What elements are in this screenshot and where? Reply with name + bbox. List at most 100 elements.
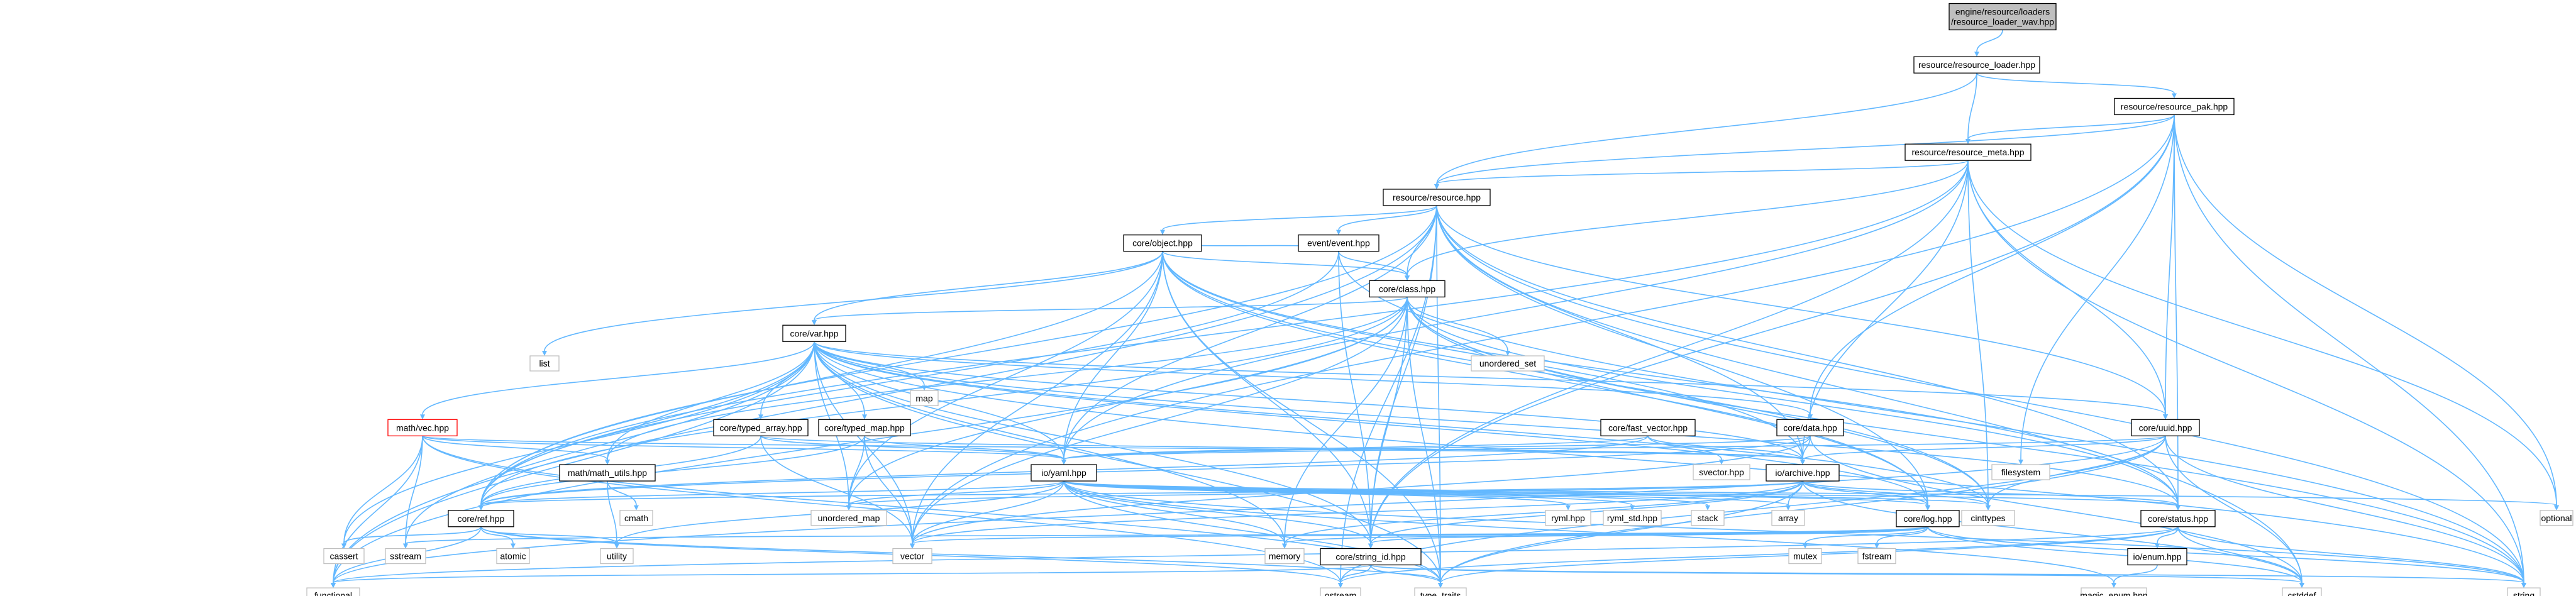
edge-resource-to-object (1162, 205, 1437, 231)
node-object[interactable]: core/object.hpp (1123, 235, 1202, 252)
node-cinttypes: cinttypes (1961, 510, 2015, 526)
edge-typed-map-to-unordered-map (848, 436, 865, 505)
node-yaml[interactable]: io/yaml.hpp (1031, 464, 1097, 482)
edge-arrowhead (614, 543, 619, 549)
node-box (600, 548, 634, 565)
edge-var-to-memory (814, 341, 1285, 544)
node-cassert: cassert (323, 548, 365, 565)
node-event[interactable]: event/event.hpp (1298, 235, 1379, 252)
edge-arrowhead (1800, 460, 1805, 465)
node-vec[interactable]: math/vec.hpp (387, 419, 458, 436)
edge-arrowhead (403, 543, 408, 549)
node-typed-array[interactable]: core/typed_array.hpp (713, 419, 809, 436)
node-box (2131, 419, 2200, 436)
edge-status-to-cstddef (2177, 526, 2302, 583)
node-box (892, 548, 932, 565)
edge-yaml-to-ref (480, 480, 1064, 506)
node-resource-pak[interactable]: resource/resource_pak.hpp (2114, 97, 2235, 116)
node-sstream: sstream (385, 548, 426, 565)
edge-arrowhead (1925, 505, 1930, 510)
edge-class-to-string-id (1370, 297, 1408, 544)
node-label: io/enum.hpp (2133, 552, 2181, 562)
node-resource[interactable]: resource/resource.hpp (1383, 189, 1491, 206)
node-box (387, 419, 458, 436)
node-typed-map[interactable]: core/typed_map.hpp (818, 419, 911, 436)
node-box (385, 548, 426, 565)
edge-yaml-to-string-id (1063, 480, 1371, 544)
node-root[interactable]: engine/resource/loaders/resource_loader_… (1949, 3, 2057, 31)
node-box (1766, 464, 1840, 482)
node-label: cinttypes (1971, 513, 2005, 523)
node-string-id[interactable]: core/string_id.hpp (1320, 548, 1422, 566)
edge-archive-to-vector (912, 480, 1803, 544)
node-label: core/typed_map.hpp (824, 422, 905, 433)
node-box (1471, 355, 1545, 372)
edge-arrowhead (846, 505, 851, 510)
node-label: resource/resource_meta.hpp (1912, 147, 2025, 157)
edge-object-to-type-traits (1162, 251, 1441, 583)
node-var[interactable]: core/var.hpp (782, 324, 846, 342)
edge-typed-array-to-archive (760, 435, 1803, 460)
node-box (1298, 235, 1379, 252)
edge-object-to-class (1162, 250, 1408, 277)
node-utility: utility (600, 548, 634, 565)
edge-data-to-cstddef (1810, 436, 2302, 583)
node-box (818, 419, 911, 436)
edge-var-to-cinttypes (814, 341, 1989, 505)
edge-yaml-to-magic-enum (1063, 480, 2114, 583)
node-filesystem: filesystem (1991, 464, 2050, 480)
edge-arrowhead (1434, 184, 1439, 189)
node-box (619, 510, 653, 526)
node-cmath: cmath (619, 510, 653, 526)
edge-archive-to-ref (480, 480, 1803, 506)
edge-arrowhead (2111, 583, 2116, 588)
node-label: array (1778, 513, 1798, 523)
node-label: ryml.hpp (1551, 513, 1585, 523)
node-label: stack (1698, 513, 1719, 523)
edge-math-utils-to-cmath (607, 480, 637, 505)
node-resource-loader[interactable]: resource/resource_loader.hpp (1913, 56, 2040, 74)
node-fast-vector[interactable]: core/fast_vector.hpp (1600, 419, 1696, 436)
node-resource-meta[interactable]: resource/resource_meta.hpp (1904, 143, 2032, 161)
node-memory: memory (1264, 548, 1305, 565)
node-optional: optional (2540, 510, 2573, 526)
node-magic-enum: magic_enum.hpp (2080, 587, 2148, 596)
edge-arrowhead (1974, 52, 1979, 57)
node-label: /resource_loader_wav.hpp (1951, 17, 2054, 27)
edge-typed-array-to-yaml (760, 435, 1064, 460)
node-status[interactable]: core/status.hpp (2140, 510, 2216, 527)
node-uuid[interactable]: core/uuid.hpp (2131, 419, 2200, 436)
node-label: utility (607, 551, 627, 561)
edge-arrowhead (511, 543, 516, 549)
node-log[interactable]: core/log.hpp (1896, 510, 1960, 527)
node-label: filesystem (2001, 467, 2040, 477)
edge-arrowhead (2155, 543, 2160, 549)
node-class[interactable]: core/class.hpp (1369, 280, 1446, 298)
node-ref[interactable]: core/ref.hpp (448, 510, 514, 527)
edge-log-to-memory (1284, 526, 1928, 544)
edge-arrowhead (1282, 543, 1287, 549)
node-data[interactable]: core/data.hpp (1776, 419, 1844, 436)
node-svector: svector.hpp (1693, 464, 1750, 480)
node-label: io/yaml.hpp (1041, 468, 1086, 478)
edge-var-to-log (814, 341, 1928, 505)
edge-vec-to-cassert (343, 436, 423, 544)
node-label: atomic (500, 551, 526, 561)
edge-vec-to-yaml (422, 435, 1064, 460)
node-box (323, 548, 365, 565)
node-archive[interactable]: io/archive.hpp (1766, 464, 1840, 482)
edge-class-to-ref (480, 297, 1408, 505)
node-label: magic_enum.hpp (2080, 590, 2148, 596)
node-enum[interactable]: io/enum.hpp (2127, 548, 2187, 566)
edge-arrowhead (1986, 505, 1991, 510)
edge-data-to-ref (480, 435, 1811, 506)
node-box (1383, 189, 1491, 206)
node-math-utils[interactable]: math/math_utils.hpp (559, 464, 656, 482)
edge-var-to-functional (333, 341, 815, 583)
node-box (306, 587, 360, 596)
edge-resource-meta-to-resource (1436, 160, 1969, 185)
node-label: core/string_id.hpp (1335, 552, 1406, 562)
node-box (910, 390, 939, 406)
node-box (2140, 510, 2216, 527)
node-ryml-std: ryml_std.hpp (1603, 510, 1662, 526)
